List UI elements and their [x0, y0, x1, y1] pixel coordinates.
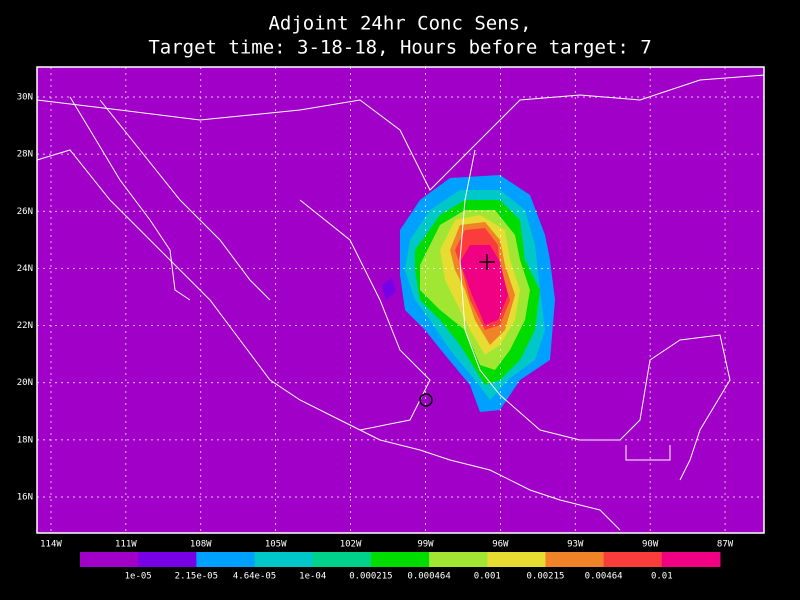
x-tick-label: 105W	[265, 540, 287, 550]
y-tick-label: 22N	[17, 321, 33, 331]
colorbar-label: 0.000215	[349, 572, 392, 582]
x-tick-label: 87W	[717, 540, 734, 550]
us-border	[36, 74, 765, 191]
colorbar-label: 0.01	[651, 572, 673, 582]
colorbar-label: 1e-05	[125, 572, 152, 582]
y-tick-label: 24N	[17, 264, 33, 274]
title-line-2: Target time: 3-18-18, Hours before targe…	[148, 37, 651, 59]
colorbar-swatch	[254, 552, 314, 567]
colorbar-swatch	[138, 552, 197, 567]
border	[625, 445, 671, 461]
y-tick-label: 30N	[17, 93, 33, 103]
gulf-california-coast	[99, 99, 271, 301]
colorbar-label: 0.00215	[526, 572, 564, 582]
y-tick-label: 16N	[17, 493, 33, 503]
x-tick-label: 93W	[567, 540, 584, 550]
colorbar: 1e-05 2.15e-05 4.64e-05 1e-04 0.000215 0.0004…	[80, 552, 721, 582]
plume	[382, 175, 555, 412]
colorbar-label: 4.64e-05	[233, 572, 276, 582]
colorbar-swatch	[429, 552, 488, 567]
map-frame	[36, 66, 765, 534]
colorbar-label: 0.001	[474, 572, 501, 582]
colorbar-label: 0.000464	[407, 572, 450, 582]
title-line-1: Adjoint 24hr Conc Sens,	[268, 13, 531, 35]
map-field	[37, 67, 764, 533]
colorbar-swatch	[370, 552, 430, 567]
colorbar-swatch	[80, 552, 139, 567]
colorbar-label: 1e-04	[299, 572, 326, 582]
x-tick-label: 102W	[340, 540, 362, 550]
colorbar-swatch	[487, 552, 546, 567]
x-tick-label: 108W	[190, 540, 212, 550]
y-tick-label: 18N	[17, 435, 33, 445]
pacific-coast	[36, 149, 621, 531]
colorbar-swatch	[196, 552, 256, 567]
baja-coast	[69, 96, 191, 301]
plume-band	[460, 245, 508, 325]
x-tick-label: 111W	[115, 540, 137, 550]
state-lines	[299, 199, 431, 431]
colorbar-swatch	[661, 552, 721, 567]
source-marker	[419, 393, 433, 407]
plume-spot	[382, 278, 396, 300]
y-tick-label: 26N	[17, 207, 33, 217]
colorbar-label: 2.15e-05	[175, 572, 218, 582]
colorbar-swatch	[603, 552, 663, 567]
y-tick-label: 28N	[17, 150, 33, 160]
x-tick-label: 96W	[492, 540, 509, 550]
y-tick-label: 20N	[17, 378, 33, 388]
x-tick-label: 114W	[40, 540, 62, 550]
gulf-coast	[459, 149, 731, 481]
colorbar-swatch	[312, 552, 372, 567]
x-tick-label: 90W	[642, 540, 659, 550]
colorbar-label: 0.00464	[585, 572, 623, 582]
target-marker	[479, 254, 495, 270]
grid	[37, 67, 764, 533]
colorbar-swatch	[545, 552, 605, 567]
x-tick-label: 99W	[417, 540, 434, 550]
coastlines	[36, 74, 765, 531]
